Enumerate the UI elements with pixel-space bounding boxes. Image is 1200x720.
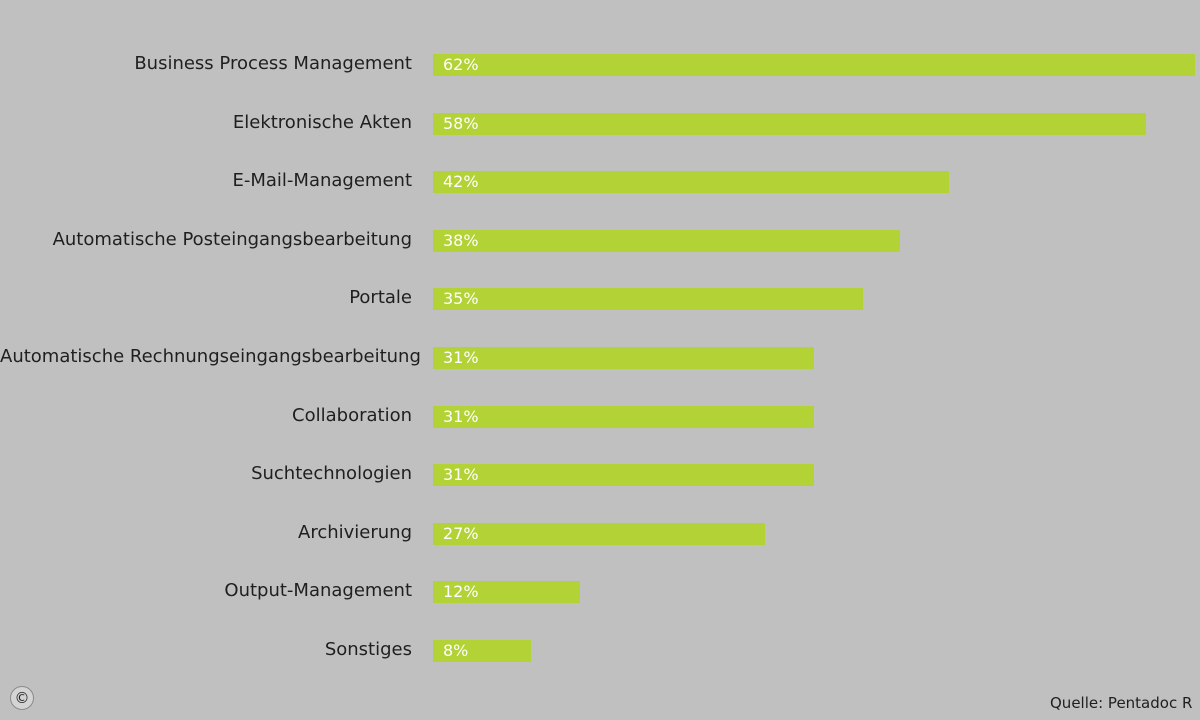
bar	[433, 288, 864, 311]
bar	[433, 640, 532, 662]
bar	[433, 347, 814, 369]
category-label: Collaboration	[292, 404, 412, 426]
bar	[433, 171, 950, 194]
bar-value-label: 38%	[443, 230, 479, 250]
category-label: Business Process Management	[134, 53, 412, 74]
bar	[433, 54, 1195, 76]
category-label: Automatische Posteingangsbearbeitung	[52, 228, 412, 250]
bar-value-label: 12%	[443, 582, 479, 602]
bar-value-label: 27%	[443, 523, 479, 543]
bar-value-label: 42%	[443, 172, 479, 192]
category-label: Archivierung	[298, 521, 412, 543]
category-label: Portale	[349, 287, 412, 309]
bar	[433, 464, 814, 487]
copyright-icon: ©	[10, 686, 34, 710]
bar	[433, 229, 901, 252]
source-note: Quelle: Pentadoc R	[1050, 694, 1193, 712]
bar-value-label: 31%	[443, 465, 479, 485]
category-label: Output-Management	[224, 580, 412, 602]
category-label: Elektronische Akten	[232, 111, 412, 133]
bar-value-label: 8%	[443, 641, 469, 660]
bar-value-label: 31%	[443, 406, 479, 426]
category-label: Sonstiges	[324, 639, 412, 660]
bar-value-label: 35%	[443, 289, 479, 309]
bar	[433, 581, 581, 604]
bar	[433, 112, 1146, 135]
bar-value-label: 62%	[443, 55, 479, 74]
bar-value-label: 58%	[443, 113, 479, 133]
bar	[433, 405, 814, 428]
bar	[433, 522, 765, 545]
category-label: Automatische Rechnungseingangsbearbeitun…	[0, 346, 421, 367]
bar-value-label: 31%	[443, 348, 479, 367]
category-label: E-Mail-Management	[232, 170, 413, 192]
category-label: Suchtechnologien	[251, 463, 412, 485]
